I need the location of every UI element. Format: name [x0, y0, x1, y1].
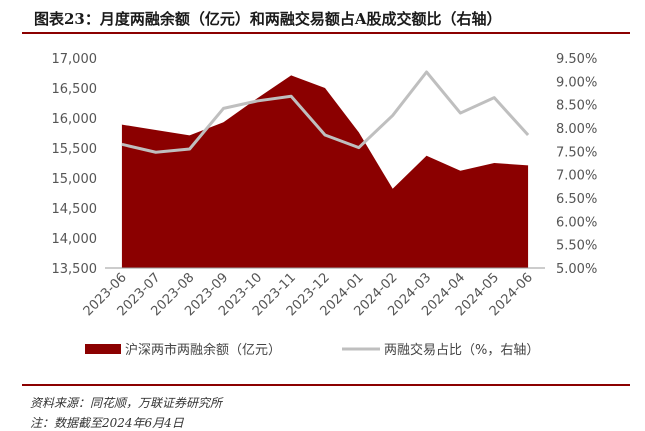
- source-note: 资料来源：同花顺，万联证券研究所: [30, 394, 222, 411]
- legend-label-ratio: 两融交易占比（%，右轴）: [384, 342, 539, 358]
- right-axis-tick-label: 6.50%: [556, 192, 597, 207]
- legend: 沪深两市两融余额（亿元） 两融交易占比（%，右轴）: [85, 342, 539, 358]
- right-axis-tick-label: 6.00%: [556, 215, 597, 230]
- bottom-rule: [22, 384, 630, 386]
- margin-balance-area: [122, 75, 528, 268]
- legend-swatch-balance: [85, 344, 121, 354]
- right-axis-ticks: 5.00% 5.50% 6.00% 6.50% 7.00% 7.50% 8.00% 8.50%…: [556, 52, 597, 277]
- data-note: 注：数据截至2024年6月4日: [30, 414, 184, 431]
- right-axis-tick-label: 5.00%: [556, 262, 597, 277]
- left-axis-ticks: 13,500 14,000 14,500 15,000 15,500 16,000 16,5…: [52, 52, 98, 277]
- left-axis-tick-label: 17,000: [52, 52, 98, 67]
- legend-label-balance: 沪深两市两融余额（亿元）: [125, 342, 281, 358]
- left-axis-tick-label: 16,000: [52, 112, 98, 127]
- chart: 13,500 14,000 14,500 15,000 15,500 16,000 16,5…: [0, 0, 645, 380]
- right-axis-tick-label: 7.00%: [556, 169, 597, 184]
- right-axis-tick-label: 9.50%: [556, 52, 597, 67]
- left-axis-tick-label: 15,500: [52, 142, 98, 157]
- area-series: [122, 75, 528, 268]
- left-axis-tick-label: 14,500: [52, 202, 98, 217]
- x-axis-ticks: 2023-062023-072023-082023-092023-102023-…: [81, 270, 536, 319]
- left-axis-tick-label: 13,500: [52, 262, 98, 277]
- left-axis-tick-label: 14,000: [52, 232, 98, 247]
- right-axis-tick-label: 8.00%: [556, 122, 597, 137]
- left-axis-tick-label: 15,000: [52, 172, 98, 187]
- right-axis-tick-label: 8.50%: [556, 99, 597, 114]
- right-axis-tick-label: 5.50%: [556, 239, 597, 254]
- right-axis-tick-label: 7.50%: [556, 145, 597, 160]
- left-axis-tick-label: 16,500: [52, 82, 98, 97]
- right-axis-tick-label: 9.00%: [556, 75, 597, 90]
